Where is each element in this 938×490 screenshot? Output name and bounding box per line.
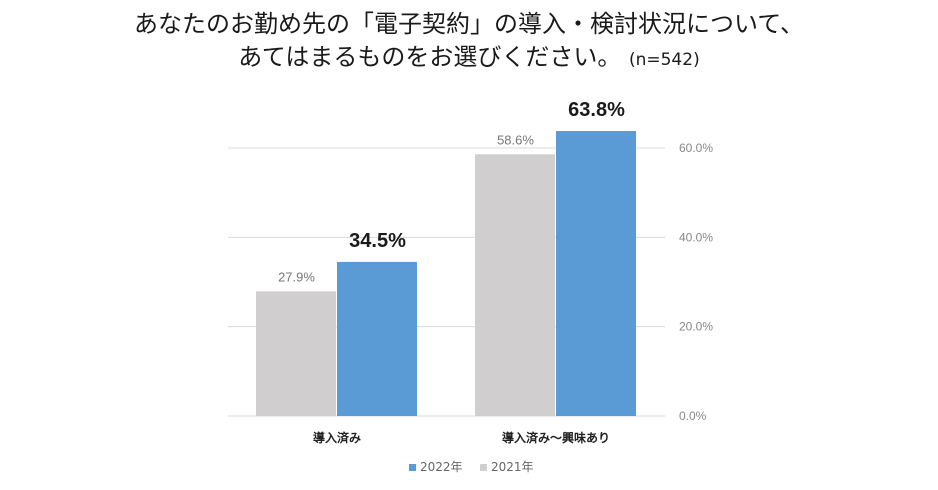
data-label-2021: 27.9% <box>278 269 315 284</box>
title-line-1: あなたのお勤め先の「電子契約」の導入・検討状況について、 <box>133 10 805 38</box>
legend-2022-swatch <box>409 464 416 471</box>
y-tick-label: 40.0% <box>679 230 713 244</box>
legend-2021-swatch <box>480 464 487 471</box>
category-label: 導入済み～興味あり <box>502 430 610 445</box>
y-tick-label: 60.0% <box>679 141 713 155</box>
bar-2022 <box>337 261 417 416</box>
legend-2022-label: 2022年 <box>420 460 463 474</box>
bar-2022 <box>556 131 636 416</box>
title-line-2: あてはまるものをお選びください。 <box>238 43 622 71</box>
sample-size-note: (n=542) <box>628 50 700 70</box>
y-tick-label: 0.0% <box>679 409 707 423</box>
legend-2021-label: 2021年 <box>491 460 534 474</box>
data-label-2022: 34.5% <box>349 230 406 252</box>
category-label: 導入済み <box>313 430 361 445</box>
data-label-2021: 58.6% <box>497 132 534 147</box>
bar-2021 <box>256 291 336 416</box>
y-tick-label: 20.0% <box>679 320 713 334</box>
bar-2021 <box>475 154 555 416</box>
data-label-2022: 63.8% <box>568 99 625 121</box>
chart-title: あなたのお勤め先の「電子契約」の導入・検討状況について、 あてはまるものをお選び… <box>0 8 938 77</box>
